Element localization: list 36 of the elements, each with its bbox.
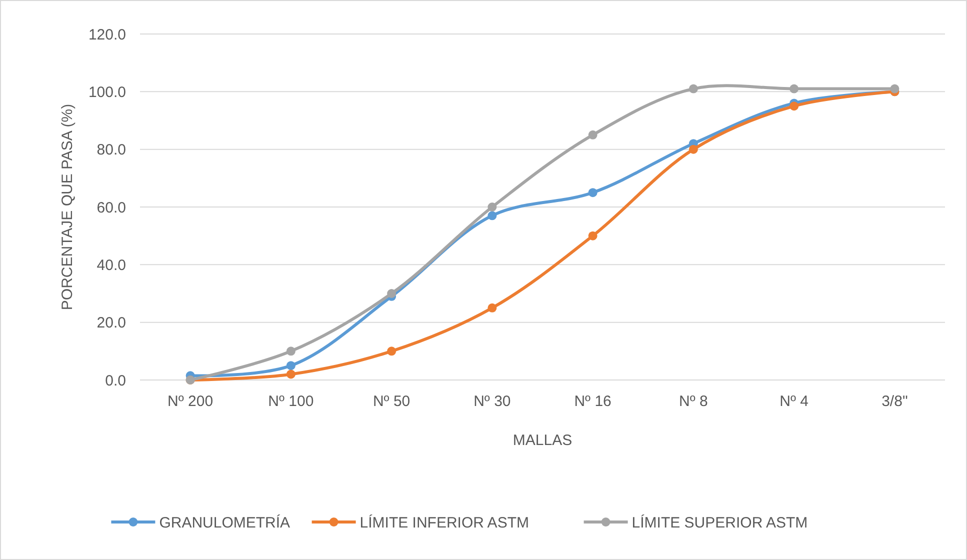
- point: [588, 188, 598, 198]
- point: [488, 202, 497, 212]
- y-tick-label: 20.0: [96, 314, 126, 332]
- x-tick-label: Nº 16: [574, 393, 612, 410]
- x-tick-label: Nº 8: [679, 393, 708, 410]
- point: [488, 211, 497, 220]
- point: [688, 84, 698, 94]
- y-tick-label: 80.0: [96, 142, 126, 159]
- x-tick-label: Nº 100: [268, 393, 314, 410]
- point: [286, 370, 296, 379]
- point: [286, 346, 296, 356]
- point: [286, 361, 296, 370]
- y-tick-label: 40.0: [96, 256, 126, 274]
- point: [387, 346, 396, 356]
- y-tick-label: 120.0: [88, 26, 126, 44]
- x-tick-label: Nº 4: [780, 393, 808, 410]
- x-tick-label: Nº 30: [474, 393, 511, 410]
- x-tick-label: 3/8": [882, 393, 908, 410]
- y-axis-title: PORCENTAJE QUE PASA (%): [59, 104, 76, 310]
- point: [790, 102, 799, 111]
- x-axis-title: MALLAS: [512, 432, 572, 449]
- point: [890, 84, 900, 94]
- point: [588, 231, 598, 240]
- point: [488, 303, 497, 312]
- legend-label: LÍMITE SUPERIOR ASTM: [632, 513, 808, 532]
- point: [387, 289, 396, 298]
- y-tick-label: 0.0: [105, 372, 126, 390]
- point: [688, 144, 698, 154]
- legend-label: GRANULOMETRÍA: [159, 513, 290, 532]
- y-tick-label: 60.0: [96, 199, 126, 216]
- x-tick-label: Nº 50: [372, 393, 410, 410]
- point: [790, 84, 799, 94]
- x-tick-label: Nº 200: [168, 393, 214, 410]
- y-tick-label: 100.0: [88, 84, 126, 101]
- legend-label: LÍMITE INFERIOR ASTM: [360, 513, 529, 532]
- point: [588, 130, 598, 140]
